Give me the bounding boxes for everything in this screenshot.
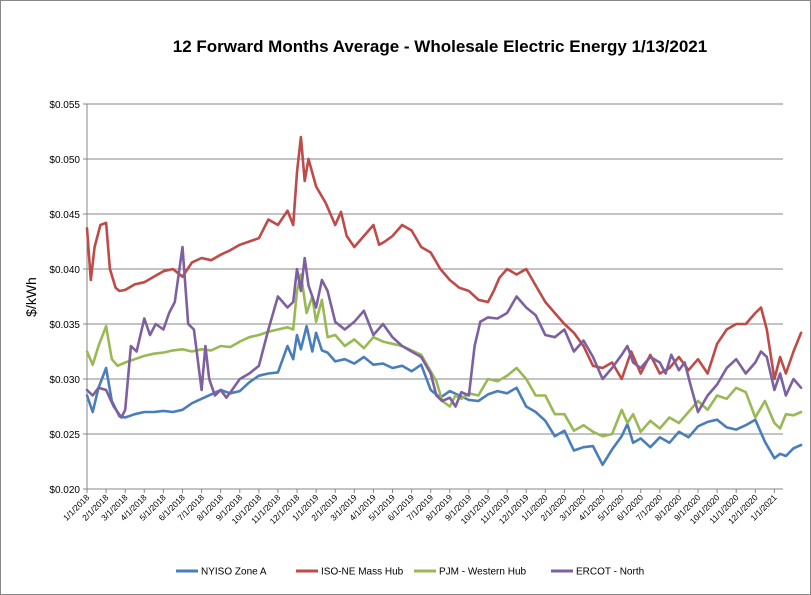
- y-axis-label: $/kWh: [23, 277, 39, 317]
- y-tick-label: $0.035: [49, 320, 80, 331]
- y-tick-label: $0.050: [49, 155, 80, 166]
- y-tick-label: $0.055: [49, 100, 80, 111]
- series-line-0: [85, 324, 803, 467]
- y-tick-label: $0.030: [49, 375, 80, 386]
- legend-label: ERCOT - North: [576, 567, 644, 578]
- y-tick-label: $0.025: [49, 430, 80, 441]
- legend-label: ISO-NE Mass Hub: [321, 567, 404, 578]
- y-tick-label: $0.045: [49, 210, 80, 221]
- legend: NYISO Zone A ISO-NE Mass Hub PJM - Western…: [176, 567, 644, 578]
- series-lines: [85, 135, 803, 467]
- series-line-2: [85, 273, 803, 438]
- gridlines: [86, 103, 783, 490]
- series-line-3: [85, 245, 803, 419]
- chart-title: 12 Forward Months Average - Wholesale El…: [173, 37, 707, 56]
- legend-label: NYISO Zone A: [201, 567, 267, 578]
- y-tick-label: $0.020: [49, 485, 80, 496]
- y-axis-ticks: $0.020 $0.025 $0.030 $0.035 $0.040 $0.045 $0.0…: [49, 100, 87, 496]
- y-tick-label: $0.040: [49, 265, 80, 276]
- legend-label: PJM - Western Hub: [439, 567, 526, 578]
